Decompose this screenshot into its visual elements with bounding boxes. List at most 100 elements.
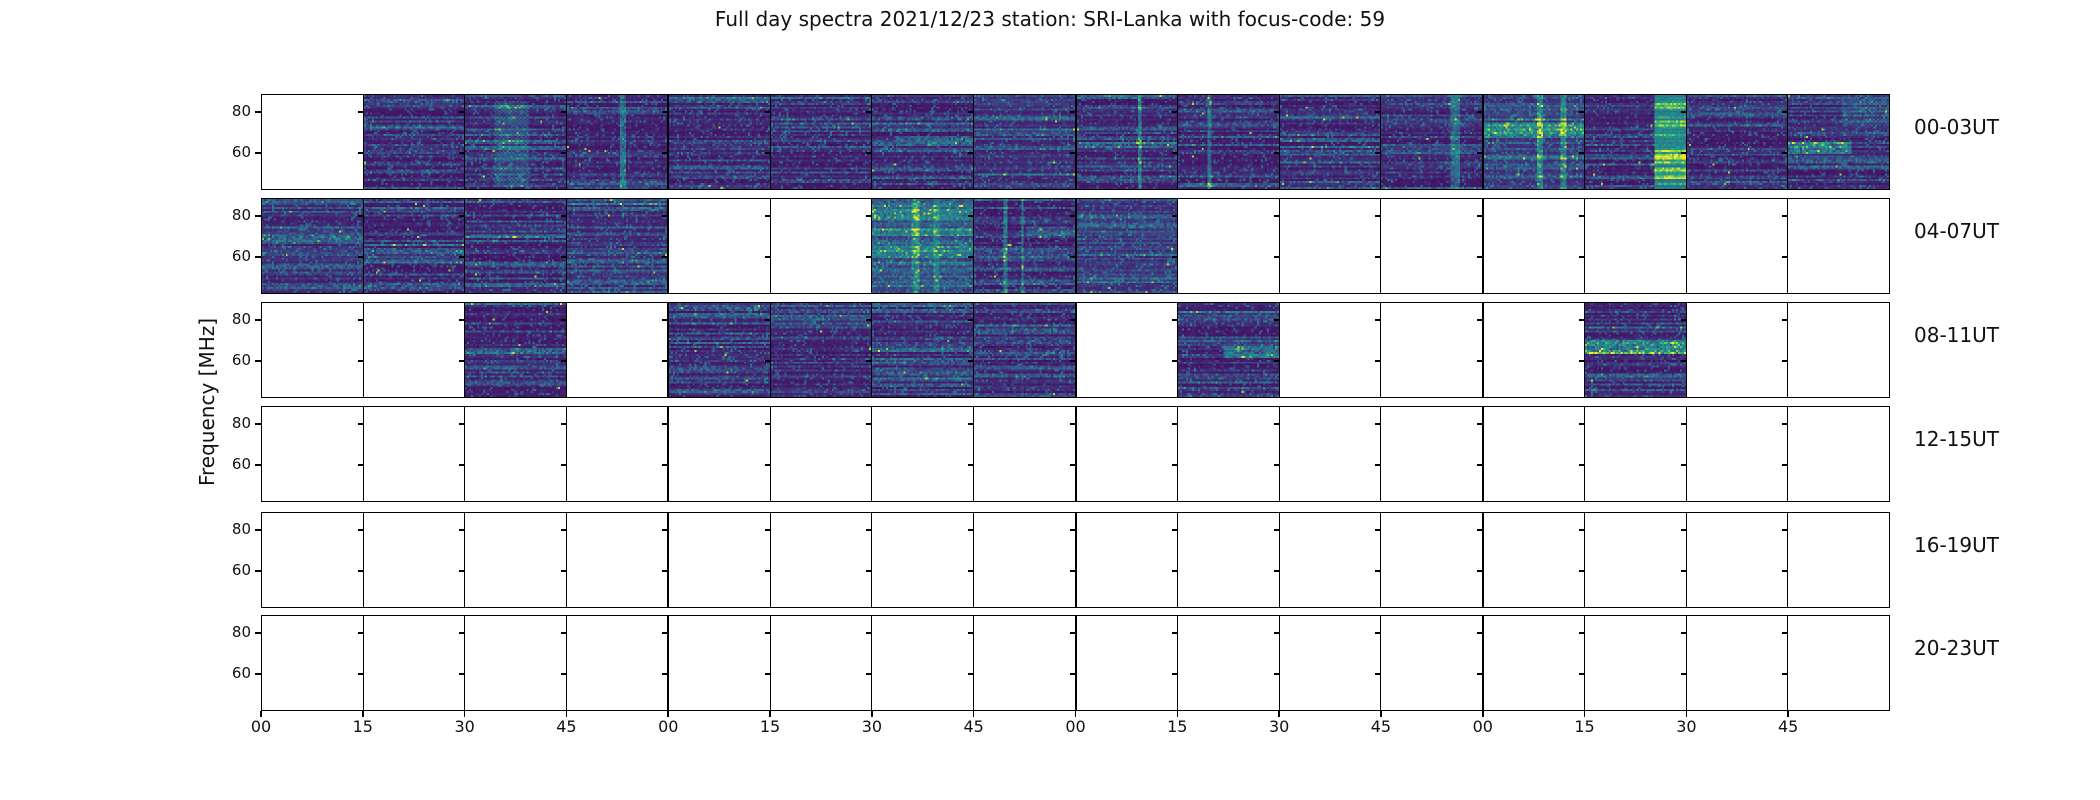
y-tick-mark-inner [560,360,566,362]
y-tick-mark [255,529,261,531]
y-tick-mark-inner [459,464,465,466]
y-tick-mark-inner [1579,632,1585,634]
y-tick-mark-inner [1579,529,1585,531]
y-tick-mark-inner [1273,215,1279,217]
y-tick-mark-inner [1172,152,1178,154]
y-tick-mark-inner [1172,215,1178,217]
spectrogram-panel [1178,95,1280,189]
y-tick-mark-inner [560,570,566,572]
y-tick-mark-inner [1476,256,1482,258]
y-tick-mark-inner [866,673,872,675]
empty-panel [1686,407,1789,501]
y-tick-mark-inner [459,319,465,321]
y-tick-mark-inner [560,215,566,217]
y-tick-mark-inner [459,570,465,572]
empty-panel [669,616,771,710]
y-tick-mark-inner [1069,111,1075,113]
empty-panel [669,407,771,501]
empty-panel [1279,199,1382,293]
empty-panel [1279,303,1382,397]
spectrogram-panel [1076,95,1179,189]
empty-panel [262,513,364,607]
spectrogram-panel [1483,95,1586,189]
spectrogram-panel [1178,303,1280,397]
empty-panel [465,513,567,607]
y-tick-mark-inner [1476,319,1482,321]
y-tick-mark-inner [1782,632,1788,634]
spectrogram-panel [1788,95,1889,189]
y-tick-label: 60 [231,561,251,579]
y-tick-mark-inner [357,215,363,217]
y-tick-mark-inner [357,423,363,425]
row-time-label: 16-19UT [1914,533,1999,557]
y-tick-mark-inner [1069,464,1075,466]
y-tick-mark-inner [1273,360,1279,362]
empty-panel [770,407,873,501]
y-tick-mark-inner [1375,215,1381,217]
y-tick-mark-inner [1579,256,1585,258]
spectrogram-canvas [1483,95,1585,189]
x-tick-mark [463,711,466,717]
y-tick-mark-inner [967,319,973,321]
empty-panel [1483,513,1586,607]
empty-panel [363,513,466,607]
x-tick-label: 30 [861,717,883,736]
y-tick-mark-inner [1782,464,1788,466]
row-time-label: 04-07UT [1914,219,1999,243]
empty-panel [1483,616,1586,710]
spectrogram-panel [872,95,974,189]
y-tick-mark-inner [1782,215,1788,217]
y-tick-mark-inner [1172,360,1178,362]
empty-panel [262,407,364,501]
y-tick-mark-inner [764,215,770,217]
y-tick-mark-inner [1680,673,1686,675]
empty-panel [1178,616,1280,710]
x-tick-label: 45 [556,717,577,736]
empty-panel [770,199,873,293]
empty-panel [1381,616,1484,710]
y-tick-mark-inner [1680,256,1686,258]
y-tick-mark-inner [1680,215,1686,217]
spectrogram-panel [465,303,567,397]
y-tick-label: 80 [231,520,251,538]
spectrogram-row-04-07ut [261,198,1890,294]
y-tick-mark-inner [967,464,973,466]
y-tick-mark-inner [357,570,363,572]
y-tick-mark-inner [1273,673,1279,675]
y-tick-mark-inner [1680,111,1686,113]
y-tick-mark-inner [459,111,465,113]
y-tick-mark-inner [1476,673,1482,675]
spectrogram-canvas [465,95,566,189]
spectrogram-panel [1076,199,1179,293]
y-tick-mark-inner [764,319,770,321]
x-tick-mark [871,711,873,717]
y-tick-mark-inner [1273,632,1279,634]
y-tick-mark-inner [866,256,872,258]
spectrogram-canvas [1585,303,1686,397]
y-tick-mark-inner [1782,111,1788,113]
y-tick-mark-inner [1579,111,1585,113]
y-tick-mark-inner [1172,319,1178,321]
y-tick-mark-inner [967,152,973,154]
y-tick-mark-inner [1273,256,1279,258]
y-tick-mark-inner [662,632,668,634]
spectrogram-panel [1381,95,1484,189]
y-tick-mark-inner [357,632,363,634]
y-tick-mark-inner [1476,111,1482,113]
y-tick-mark-inner [459,673,465,675]
empty-panel [363,303,466,397]
spectrogram-panel [566,199,670,293]
empty-panel [1076,407,1179,501]
y-tick-mark-inner [764,570,770,572]
y-tick-mark-inner [967,215,973,217]
y-tick-mark-inner [357,256,363,258]
y-tick-mark-inner [967,529,973,531]
y-tick-mark-inner [1579,570,1585,572]
y-tick-mark-inner [1782,673,1788,675]
y-tick-label: 80 [231,206,251,224]
y-tick-mark-inner [764,111,770,113]
y-tick-mark-inner [1782,360,1788,362]
y-tick-mark-inner [967,673,973,675]
y-tick-mark-inner [1375,570,1381,572]
